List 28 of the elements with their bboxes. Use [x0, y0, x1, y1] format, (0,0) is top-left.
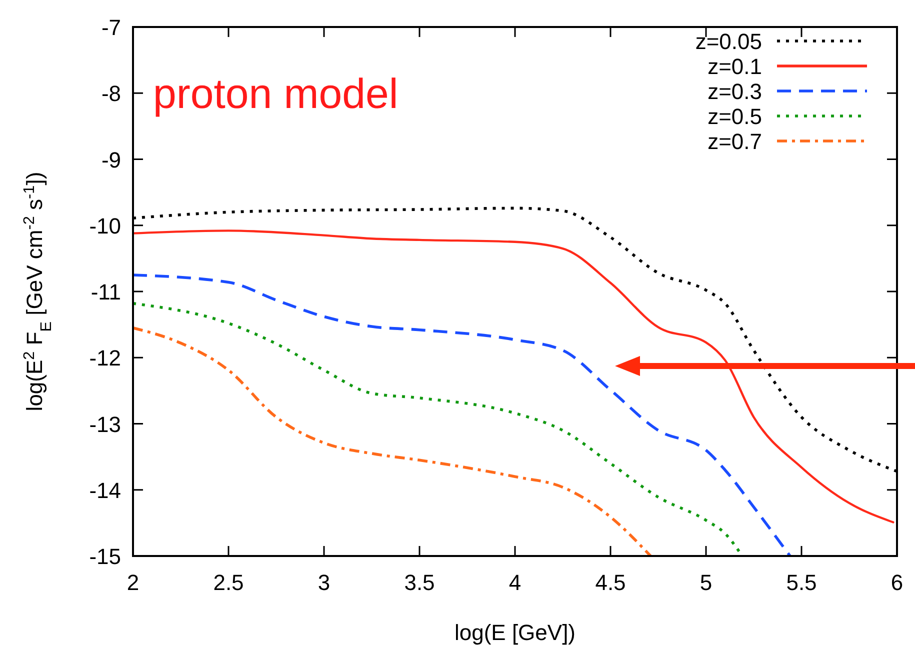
line-series	[133, 274, 792, 556]
x-tick-label: 5	[700, 570, 712, 595]
y-tick-label: -10	[89, 213, 121, 238]
x-tick-label: 6	[890, 570, 904, 595]
y-tick-label: -15	[89, 544, 121, 569]
legend-label: z=0.3	[708, 79, 762, 104]
x-tick-label: 4.5	[595, 570, 626, 595]
y-tick-label: -9	[101, 147, 121, 172]
x-tick-label: 2.5	[213, 570, 244, 595]
x-axis-title: log(E [GeV])	[454, 620, 576, 645]
annotation: proton model	[153, 70, 398, 117]
x-tick-label: 4	[508, 570, 522, 595]
line-series	[133, 326, 652, 556]
legend-label: z=0.1	[708, 54, 762, 79]
y-tick-label: -8	[101, 81, 121, 106]
x-tick-label: 3.5	[404, 570, 435, 595]
y-tick-label: -13	[89, 412, 121, 437]
legend-label: z=0.05	[695, 29, 762, 54]
y-tick-label: -11	[90, 280, 121, 304]
x-tick-label: 5.5	[786, 570, 817, 595]
y-tick-label: -7	[101, 15, 121, 40]
x-tick-label: 3	[318, 570, 330, 595]
line-series	[133, 230, 894, 524]
y-tick-label: -14	[89, 478, 121, 503]
x-tick-label: 2	[126, 570, 140, 595]
y-tick-label: -12	[89, 346, 121, 371]
legend-label: z=0.5	[708, 104, 762, 129]
legend-label: z=0.7	[708, 129, 762, 154]
